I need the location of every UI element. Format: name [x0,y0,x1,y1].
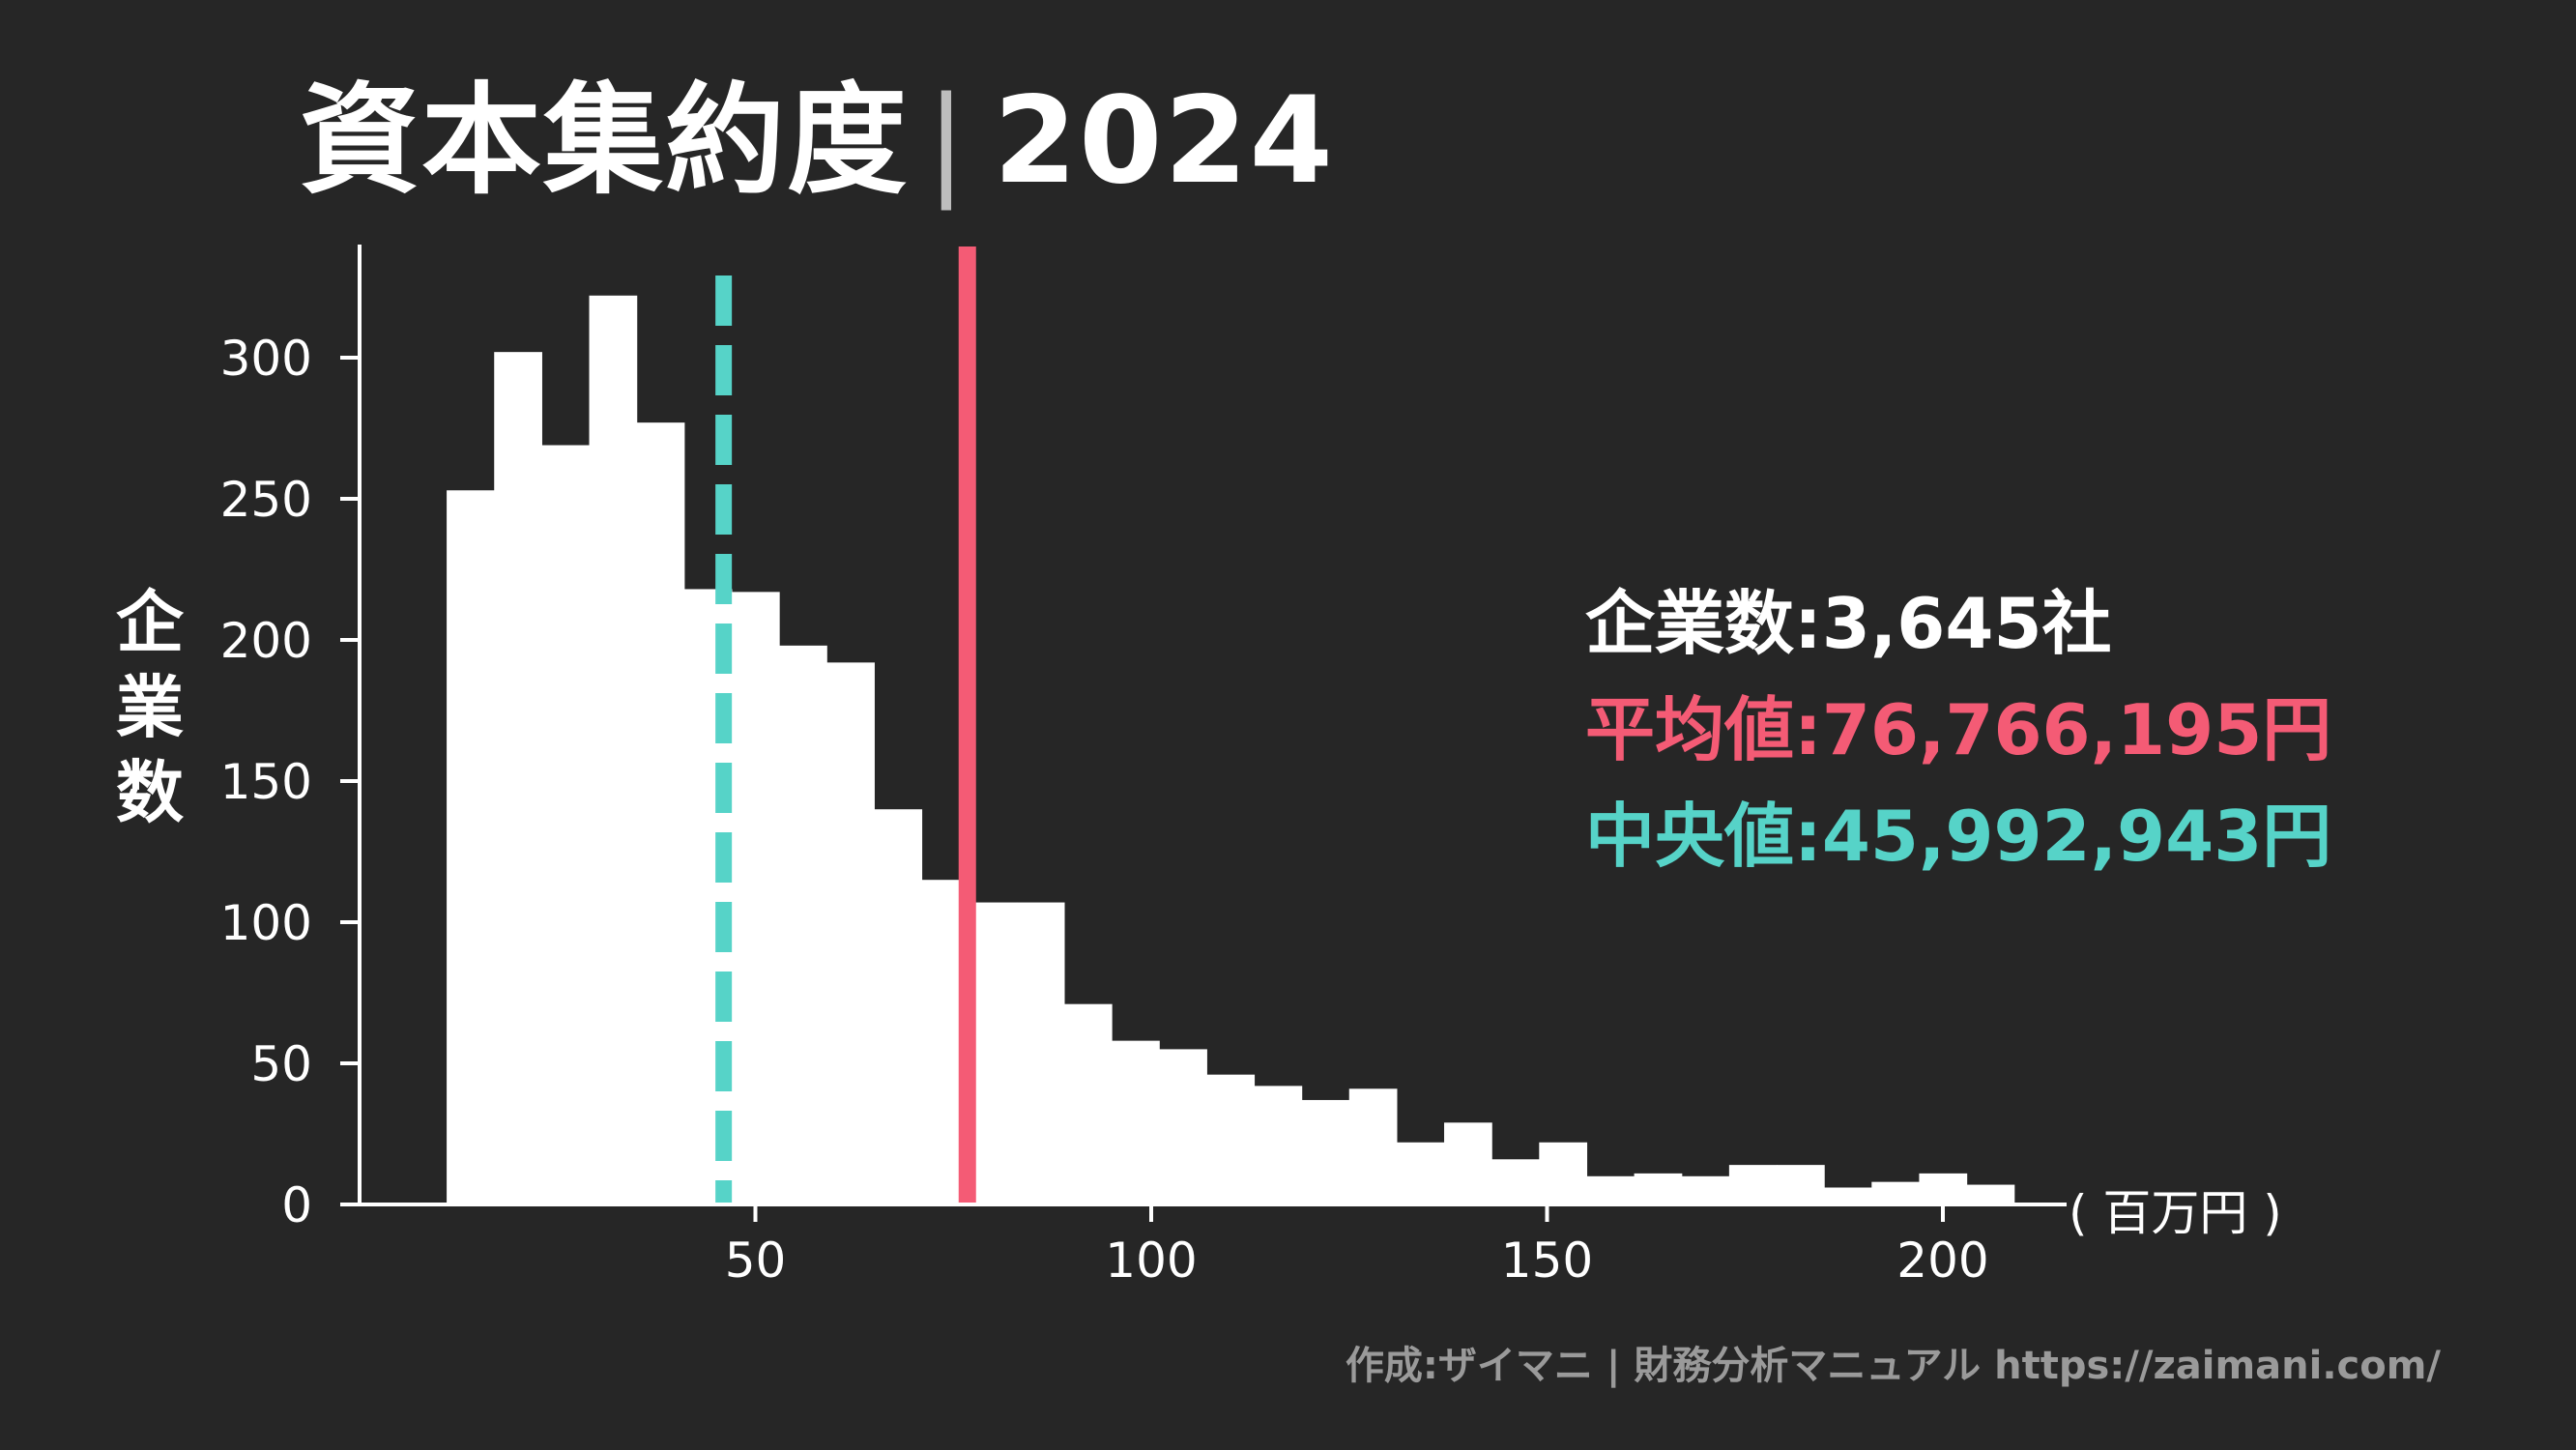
x-tick-label: 50 [725,1232,787,1289]
colon: : [1794,583,1822,664]
histogram-bar [494,352,542,1204]
histogram-bar [1301,1099,1350,1204]
histogram-bar [1444,1122,1492,1204]
median-stat: 中央値:45,992,943円 [1585,783,2331,889]
histogram-bar [1159,1049,1207,1204]
histogram-bar [779,645,827,1204]
histogram-bar [1206,1074,1256,1204]
histogram-bar [1348,1088,1398,1204]
histogram-bar [1539,1142,1588,1204]
mean-value: 76,766,195円 [1821,689,2332,770]
y-label-char: 数 [116,753,184,832]
x-unit-label: ( 百万円 ) [2069,1185,2282,1241]
histogram-bar [589,295,638,1204]
mean-stat: 平均値:76,766,195円 [1585,677,2331,783]
histogram-bar [1777,1165,1825,1204]
y-tick-label: 150 [220,754,312,810]
y-label-char: 業 [116,668,184,747]
histogram-bar [874,809,923,1204]
y-tick-label: 250 [220,472,312,528]
chart-title: 資本集約度 | 2024 [300,70,1335,214]
histogram-bar [1634,1173,1683,1204]
histogram-bar [447,490,495,1204]
title-main: 資本集約度 [300,72,910,211]
title-year: 2024 [993,72,1335,211]
colon: : [1794,796,1822,877]
histogram-bar [541,445,591,1204]
histogram-bar [1824,1187,1872,1204]
y-tick-label: 300 [220,331,312,387]
histogram-bars [447,295,2015,1204]
count-stat: 企業数:3,645社 [1585,570,2331,677]
histogram-bar [1254,1086,1303,1204]
histogram-bar [1112,1040,1160,1204]
y-label-char: 企 [116,583,184,662]
x-ticks: 50 100 150 200 [725,1204,1989,1289]
histogram-bar [826,662,875,1204]
count-label: 企業数 [1585,583,1795,664]
histogram-bar [1728,1165,1778,1204]
histogram-bar [1396,1142,1445,1204]
median-label: 中央値 [1585,796,1795,877]
stats-panel: 企業数:3,645社 平均値:76,766,195円 中央値:45,992,94… [1585,570,2331,889]
histogram-bar [1871,1181,1921,1204]
title-separator: | [926,72,969,211]
median-value: 45,992,943円 [1821,796,2332,877]
colon: : [1794,689,1822,770]
count-value: 3,645社 [1821,583,2112,664]
mean-label: 平均値 [1585,689,1795,770]
y-axis-label: 企 業 数 [106,580,193,835]
histogram-bar [731,592,780,1204]
histogram-bar [1919,1173,1968,1204]
x-tick-label: 150 [1501,1232,1593,1289]
histogram-bar [1016,902,1065,1204]
histogram-bar [1966,1184,2015,1204]
histogram-bar [1491,1159,1540,1204]
histogram-bar [636,422,685,1204]
footer-credit: 作成:ザイマニ | 財務分析マニュアル https://zaimani.com/ [1345,1344,2441,1388]
histogram-bar [1681,1175,1730,1204]
y-tick-label: 200 [220,613,312,669]
y-tick-label: 0 [281,1177,312,1233]
histogram-bar [1586,1175,1635,1204]
x-tick-label: 200 [1896,1232,1988,1289]
x-tick-label: 100 [1105,1232,1197,1289]
y-ticks: 0 50 100 150 200 250 300 [220,331,360,1233]
histogram-bar [683,589,733,1204]
y-tick-label: 100 [220,895,312,951]
y-tick-label: 50 [250,1036,312,1092]
histogram-bar [1063,1003,1113,1204]
histogram-bar [969,902,1018,1204]
